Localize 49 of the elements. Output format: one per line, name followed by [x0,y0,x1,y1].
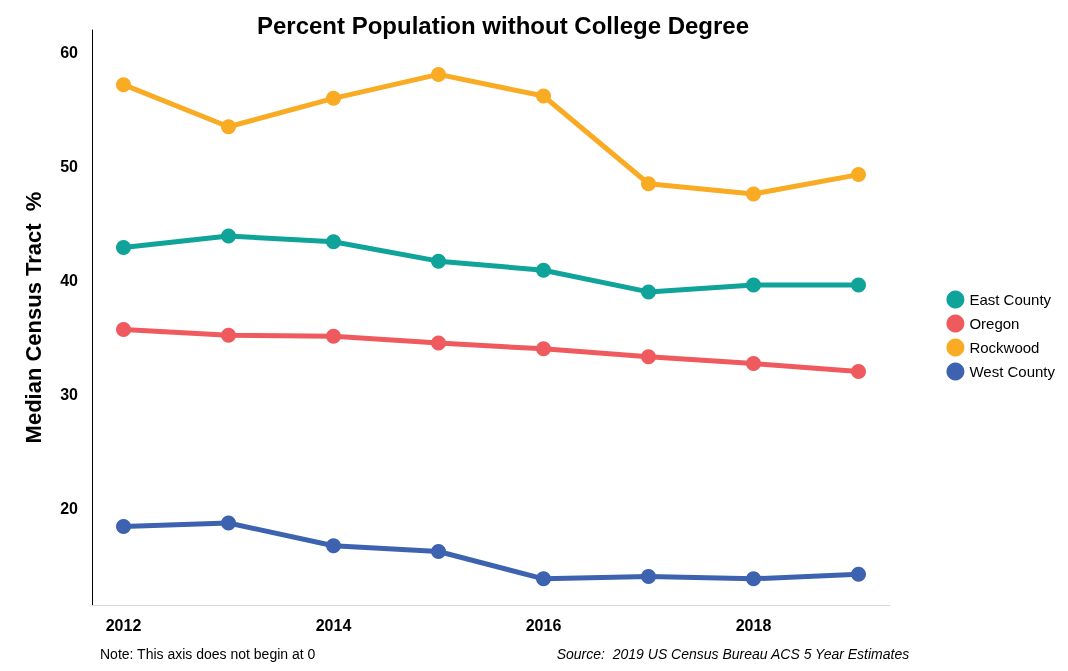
point [536,571,551,587]
point [221,515,236,531]
y-tick-label: 30 [60,385,79,403]
point [746,186,761,202]
point [641,569,656,585]
point [536,341,551,357]
point [116,321,131,337]
point [746,571,761,587]
x-tick-label: 2014 [315,616,352,634]
point [221,228,236,244]
point [746,356,761,372]
point [326,538,341,554]
point [746,277,761,293]
x-tick-label: 2018 [735,616,772,634]
point [326,90,341,106]
x-tick-label: 2012 [105,616,142,634]
legend-label: West County [969,363,1056,380]
legend-label: Oregon [969,315,1020,332]
point [431,66,446,82]
point [641,176,656,192]
legend-label: East County [969,291,1052,308]
point [221,327,236,343]
point [851,566,866,582]
y-axis-title: Median Census Tract % [20,191,46,444]
point [116,77,131,93]
point [116,518,131,534]
point [116,239,131,255]
point [536,262,551,278]
y-tick-label: 20 [60,499,79,517]
point [221,119,236,135]
point [641,284,656,300]
point [641,349,656,365]
x-tick-label: 2016 [525,616,562,634]
point [536,88,551,104]
point [326,234,341,250]
text: Note: This axis does not begin at 0 [100,646,316,662]
point [431,253,446,269]
y-tick-label: 60 [60,44,79,62]
point [431,543,446,559]
point [851,277,866,293]
legend-label: Rockwood [969,339,1040,356]
point [851,364,866,380]
source-note: Source: 2019 US Census Bureau ACS 5 Year Estimates [556,646,910,662]
y-tick-label: 50 [60,158,79,176]
point [326,328,341,344]
point [431,335,446,351]
point [851,167,866,183]
y-tick-label: 40 [60,271,79,289]
chart-title: Percent Population without College Degree [256,11,750,39]
